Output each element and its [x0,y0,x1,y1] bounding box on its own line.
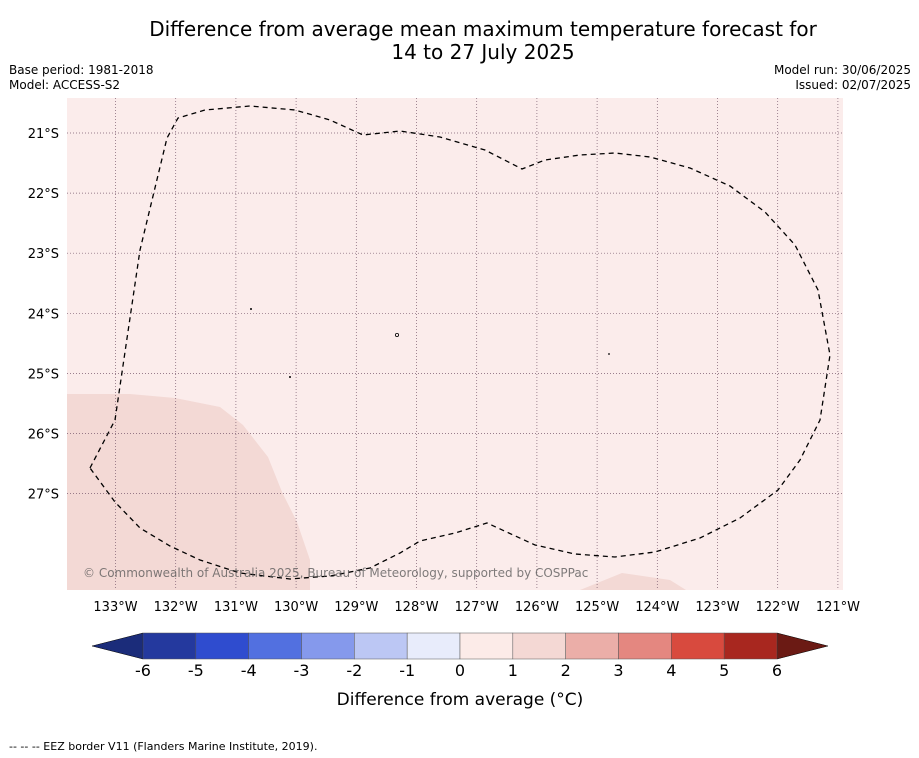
island-mark [608,353,610,355]
colorbar-swatch [195,632,249,660]
longitude-label: 122°W [756,600,800,615]
colorbar-tick-label: -4 [241,661,257,680]
map-figure: © Commonwealth of Australia 2025, Bureau… [28,98,860,710]
colorbar-tick-label: 1 [508,661,518,680]
longitude-label: 123°W [695,600,739,615]
meta-right: Model run: 30/06/2025 Issued: 02/07/2025 [774,63,911,93]
anomaly-patch-south [580,573,686,590]
longitude-labels: 133°W 132°W 131°W 130°W 129°W 128°W 127°W 126°W… [93,600,860,615]
island-mark [289,376,291,378]
colorbar-swatch [459,632,514,660]
latitude-label: 26°S [28,428,59,443]
title-line-1: Difference from average mean maximum tem… [149,17,817,41]
copyright-text: © Commonwealth of Australia 2025, Bureau… [83,566,588,580]
colorbar-tick-label: -6 [135,661,151,680]
colorbar-swatch [142,632,197,660]
longitude-label: 128°W [394,600,438,615]
longitude-label: 133°W [93,600,137,615]
colorbar-swatch [671,632,725,660]
latitude-label: 25°S [28,367,59,382]
colorbar-under-arrow [91,632,144,660]
colorbar-tick-label: 5 [719,661,729,680]
colorbar-tick-label: 4 [666,661,676,680]
graticule [67,98,843,590]
base-period-text: Base period: 1981-2018 [9,63,154,77]
longitude-label: 132°W [154,600,198,615]
island-mark [394,332,399,337]
colorbar-tick-label: -2 [346,661,362,680]
longitude-label: 126°W [515,600,559,615]
latitude-label: 22°S [28,187,59,202]
latitude-label: 21°S [28,127,59,142]
colorbar-over-arrow [776,632,829,660]
colorbar-tick-label: 3 [613,661,623,680]
colorbar-swatch [512,632,566,660]
longitude-label: 125°W [575,600,619,615]
colorbar-swatch [406,632,461,660]
longitude-label: 129°W [334,600,378,615]
footer-note: -- -- -- EEZ border V11 (Flanders Marine… [9,740,318,753]
latitude-label: 24°S [28,307,59,322]
eez-border [89,105,831,580]
island-mark [250,308,252,310]
longitude-label: 131°W [214,600,258,615]
colorbar-swatch [301,632,355,660]
title-line-2: 14 to 27 July 2025 [391,40,575,64]
meta-left: Base period: 1981-2018 Model: ACCESS-S2 [9,63,154,93]
longitude-label: 124°W [635,600,679,615]
colorbar-swatch [354,632,408,660]
colorbar-swatch [723,632,778,660]
latitude-labels: 21°S 22°S 23°S 24°S 25°S 26°S 27°S [28,127,59,503]
latitude-label: 23°S [28,247,59,262]
longitude-label: 130°W [274,600,318,615]
colorbar-title: Difference from average (°C) [337,690,584,710]
colorbar-tick-label: -3 [294,661,310,680]
latitude-label: 27°S [28,488,59,503]
issued-text: Issued: 02/07/2025 [795,78,911,92]
island-marks [250,308,610,378]
colorbar-tick-label: 0 [455,661,465,680]
longitude-label: 127°W [455,600,499,615]
colorbar-tick-label: 6 [772,661,782,680]
longitude-label: 121°W [816,600,860,615]
colorbar-tick-label: -1 [399,661,415,680]
colorbar-swatch [248,632,302,660]
colorbar-swatch [618,632,672,660]
colorbar-swatch [565,632,619,660]
chart-title: Difference from average mean maximum tem… [0,18,919,64]
model-text: Model: ACCESS-S2 [9,78,121,92]
model-run-text: Model run: 30/06/2025 [773,63,911,77]
colorbar-tick-label: 2 [561,661,571,680]
colorbar-tick-label: -5 [188,661,204,680]
anomaly-patch-southwest [67,394,310,590]
colorbar: -6 -5 -4 -3 -2 -1 0 1 2 3 4 5 6 [91,632,829,680]
